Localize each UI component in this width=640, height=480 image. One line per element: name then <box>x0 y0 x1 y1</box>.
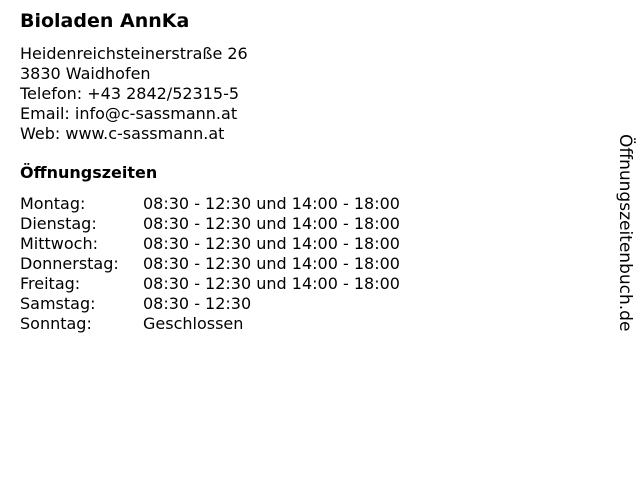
day-label: Freitag: <box>20 274 81 293</box>
watermark-text: Öffnungszeitenbuch.de <box>615 134 635 332</box>
hours-row-friday: Freitag: 08:30 - 12:30 und 14:00 - 18:00 <box>20 274 400 294</box>
day-label: Dienstag: <box>20 214 97 233</box>
hours-row-thursday: Donnerstag: 08:30 - 12:30 und 14:00 - 18:… <box>20 254 400 274</box>
day-hours: 08:30 - 12:30 und 14:00 - 18:00 <box>143 234 400 253</box>
website: Web: www.c-sassmann.at <box>20 124 225 143</box>
day-hours: Geschlossen <box>143 314 244 333</box>
day-hours: 08:30 - 12:30 <box>143 294 252 313</box>
day-label: Sonntag: <box>20 314 92 333</box>
day-hours: 08:30 - 12:30 und 14:00 - 18:00 <box>143 194 400 213</box>
store-name: Bioladen AnnKa <box>20 10 190 32</box>
hours-heading: Öffnungszeiten <box>20 163 158 182</box>
day-label: Donnerstag: <box>20 254 119 273</box>
day-label: Montag: <box>20 194 86 213</box>
day-hours: 08:30 - 12:30 und 14:00 - 18:00 <box>143 254 400 273</box>
phone: Telefon: +43 2842/52315-5 <box>20 84 240 103</box>
hours-row-tuesday: Dienstag: 08:30 - 12:30 und 14:00 - 18:00 <box>20 214 400 234</box>
address-block: Heidenreichsteinerstraße 26 3830 Waidhof… <box>20 44 248 144</box>
hours-row-sunday: Sonntag: Geschlossen <box>20 314 400 334</box>
hours-row-wednesday: Mittwoch: 08:30 - 12:30 und 14:00 - 18:00 <box>20 234 400 254</box>
hours-row-saturday: Samstag: 08:30 - 12:30 <box>20 294 400 314</box>
day-label: Samstag: <box>20 294 96 313</box>
street: Heidenreichsteinerstraße 26 <box>20 44 248 63</box>
hours-table: Montag: 08:30 - 12:30 und 14:00 - 18:00 D… <box>20 194 400 334</box>
email: Email: info@c-sassmann.at <box>20 104 238 123</box>
day-hours: 08:30 - 12:30 und 14:00 - 18:00 <box>143 274 400 293</box>
day-hours: 08:30 - 12:30 und 14:00 - 18:00 <box>143 214 400 233</box>
city: 3830 Waidhofen <box>20 64 151 83</box>
hours-row-monday: Montag: 08:30 - 12:30 und 14:00 - 18:00 <box>20 194 400 214</box>
day-label: Mittwoch: <box>20 234 98 253</box>
